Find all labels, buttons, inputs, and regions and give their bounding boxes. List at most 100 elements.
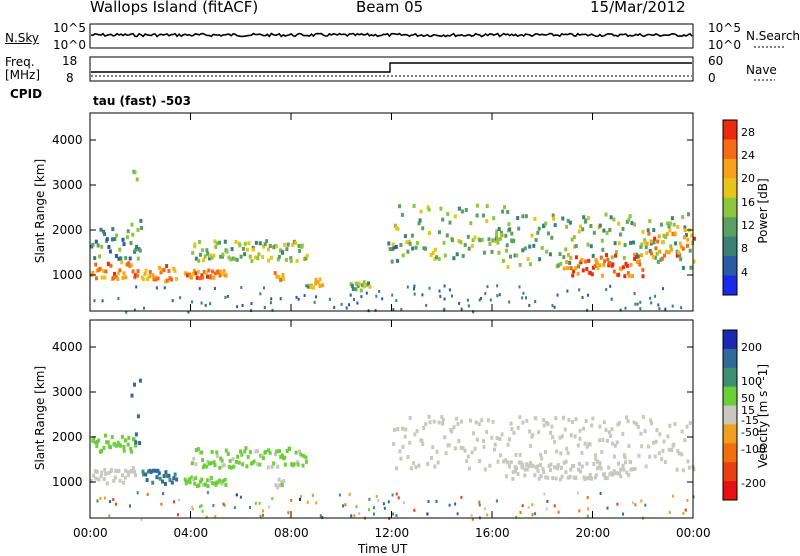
data-cell xyxy=(409,466,413,471)
data-cell xyxy=(427,207,431,212)
data-cell xyxy=(590,272,594,277)
data-cell xyxy=(649,241,653,246)
data-cell xyxy=(602,228,606,233)
data-cell xyxy=(593,453,597,458)
data-cell xyxy=(510,231,514,236)
data-cell xyxy=(684,508,687,512)
data-cell xyxy=(93,440,97,445)
data-cell xyxy=(290,499,293,502)
colorbar-swatch xyxy=(723,424,737,444)
data-cell xyxy=(528,429,532,434)
data-cell xyxy=(490,435,494,440)
data-cell xyxy=(645,250,649,255)
data-cell xyxy=(607,465,611,470)
data-cell xyxy=(428,231,431,235)
data-cell xyxy=(692,467,696,472)
nave-label: Nave xyxy=(746,63,777,77)
data-cell xyxy=(110,468,113,473)
data-cell xyxy=(403,434,407,439)
station-title: Wallops Island (fitACF) xyxy=(90,0,259,16)
data-cell xyxy=(523,467,527,472)
data-cell xyxy=(390,259,394,264)
data-cell xyxy=(93,256,97,261)
data-cell xyxy=(523,473,527,478)
data-cell xyxy=(413,508,416,512)
data-cell xyxy=(103,275,107,280)
data-cell xyxy=(521,296,524,300)
data-cell xyxy=(315,501,318,505)
data-cell xyxy=(622,512,625,516)
data-cell xyxy=(194,271,198,276)
colorbar-swatch xyxy=(723,158,737,179)
data-cell xyxy=(288,447,292,452)
data-cell xyxy=(614,253,618,258)
data-cell xyxy=(438,230,441,235)
data-cell xyxy=(234,239,238,244)
data-cell xyxy=(427,500,430,503)
x-tick-label: 00:00 xyxy=(676,526,711,540)
data-cell xyxy=(666,434,670,439)
data-cell xyxy=(398,204,402,209)
data-cell xyxy=(198,276,202,281)
data-cell xyxy=(142,472,146,477)
data-cell xyxy=(591,253,595,258)
data-cell xyxy=(95,276,98,281)
data-cell xyxy=(452,425,456,430)
data-cell xyxy=(491,238,495,243)
data-cell xyxy=(637,259,641,264)
data-cell xyxy=(685,424,689,429)
data-cell xyxy=(191,271,195,276)
data-cell xyxy=(566,451,570,456)
data-cell xyxy=(201,482,205,487)
data-cell xyxy=(304,455,308,460)
data-cell xyxy=(368,497,371,501)
data-cell xyxy=(130,449,133,454)
data-cell xyxy=(109,263,113,268)
data-cell xyxy=(111,276,115,281)
data-cell xyxy=(161,479,164,484)
data-cell xyxy=(453,446,457,451)
data-cell xyxy=(605,476,609,481)
data-cell xyxy=(533,473,537,478)
data-cell xyxy=(340,302,343,306)
data-cell xyxy=(478,500,481,504)
data-cell xyxy=(618,471,621,476)
data-cell xyxy=(116,271,120,276)
data-cell xyxy=(417,221,421,226)
data-cell xyxy=(124,275,128,280)
data-cell xyxy=(146,492,149,496)
data-cell xyxy=(502,459,506,464)
data-cell xyxy=(280,480,284,485)
data-cell xyxy=(258,241,262,246)
data-cell xyxy=(470,513,473,517)
data-cell xyxy=(102,446,106,450)
data-cell xyxy=(272,461,276,466)
data-cell xyxy=(164,481,167,486)
data-cell xyxy=(587,507,590,511)
data-cell xyxy=(215,454,219,459)
data-cell xyxy=(546,422,550,426)
data-cell xyxy=(197,483,201,488)
data-cell xyxy=(539,474,543,479)
data-cell xyxy=(555,449,559,454)
data-cell xyxy=(94,239,98,244)
data-cell xyxy=(690,240,694,245)
data-cell xyxy=(115,233,119,238)
data-cell xyxy=(241,462,245,467)
data-cell xyxy=(221,252,225,257)
data-cell xyxy=(515,253,519,258)
data-cell xyxy=(99,227,103,232)
data-cell xyxy=(218,465,222,470)
data-cell xyxy=(667,224,671,229)
data-cell xyxy=(460,307,463,311)
data-cell xyxy=(508,437,511,442)
data-cell xyxy=(413,432,417,437)
data-cell xyxy=(128,256,132,261)
data-cell xyxy=(679,244,683,249)
data-cell xyxy=(203,463,206,468)
data-cell xyxy=(482,439,485,443)
colorbar-swatch xyxy=(723,386,737,407)
data-cell xyxy=(220,458,224,463)
data-cell xyxy=(496,237,500,242)
data-cell xyxy=(141,277,145,282)
